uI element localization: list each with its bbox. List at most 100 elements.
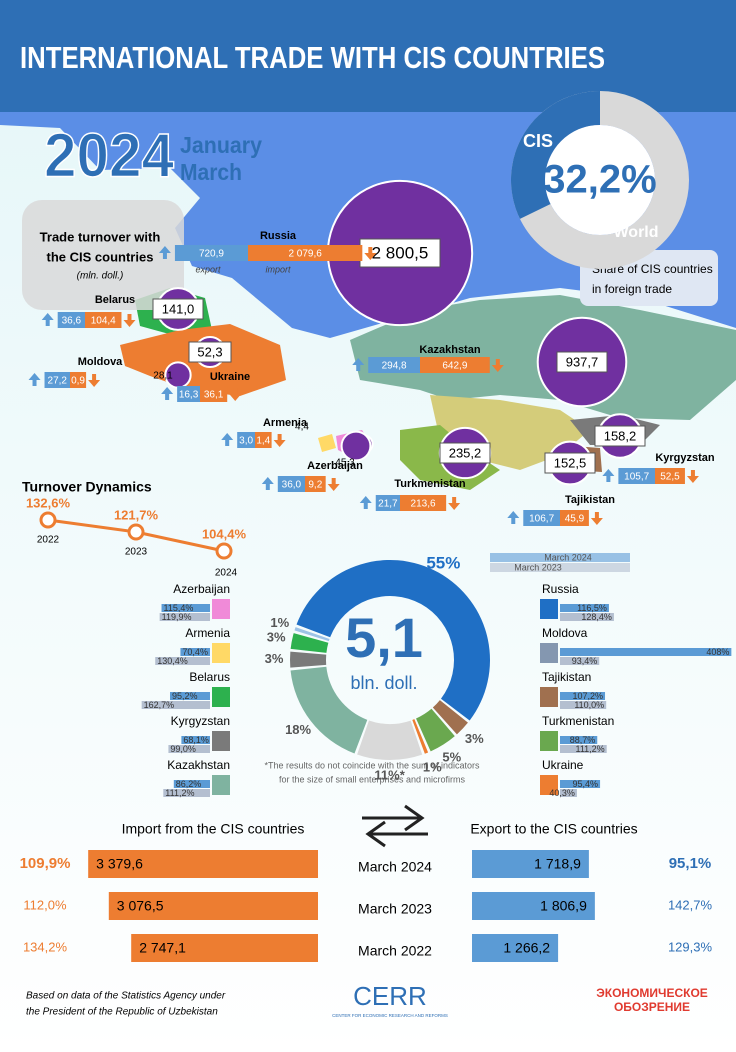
turnover-label-box (188, 341, 232, 363)
up-arrow (221, 433, 234, 446)
dynamics-label: 104,4% (202, 526, 247, 541)
turnover-label: 152,5 (554, 455, 587, 470)
import-bar (560, 510, 589, 526)
structure-label: 55% (426, 553, 460, 572)
export-total-label: 1 266,2 (503, 940, 550, 956)
up-arrow (28, 373, 41, 386)
export-bar (57, 312, 85, 328)
share-cis-label: CIS (523, 131, 553, 151)
growth-label: 115,4% (164, 603, 194, 613)
growth-swatch (540, 775, 558, 795)
turnover-box (22, 200, 184, 310)
growth-country: Ukraine (542, 758, 584, 772)
legend-label: March 2024 (544, 552, 592, 562)
structure-label: 1% (423, 759, 442, 774)
export-total-bar (472, 892, 595, 920)
export-bar (523, 510, 560, 526)
growth-bar (170, 692, 210, 700)
growth-swatch (212, 775, 230, 795)
up-arrow (41, 313, 54, 326)
structure-segment (432, 700, 468, 735)
growth-label: 162,7% (144, 700, 175, 710)
period: March 2022 (358, 943, 432, 959)
structure-note: for the size of small enterprises and mi… (279, 774, 466, 784)
growth-label: 116,5% (577, 603, 607, 613)
month-to: March (180, 159, 242, 185)
growth-country: Kazakhstan (167, 758, 230, 772)
growth-swatch (540, 643, 558, 663)
legend-label: March 2023 (514, 562, 562, 572)
country-name: Turkmenistan (394, 478, 466, 490)
up-arrow (261, 477, 274, 490)
growth-label: 107,2% (572, 691, 603, 701)
import-total-bar (108, 892, 318, 920)
export-label: 16,3 (179, 390, 199, 401)
structure-label: 3% (265, 651, 284, 666)
export-caption: export (195, 264, 221, 274)
growth-bar (560, 736, 598, 744)
growth-bar (560, 648, 732, 656)
import-bar (255, 432, 272, 448)
growth-bar (560, 613, 614, 621)
page-title: INTERNATIONAL TRADE WITH CIS COUNTRIES (20, 40, 605, 75)
export-total-label: 1 806,9 (540, 898, 587, 914)
turnover-label-box (594, 425, 646, 447)
down-arrow (327, 478, 340, 491)
growth-swatch (212, 687, 230, 707)
import-bar (70, 372, 87, 388)
export-title: Export to the CIS countries (470, 821, 637, 837)
up-arrow (158, 246, 171, 259)
turnover-title: Trade turnover with (40, 229, 161, 244)
growth-label: 70,4% (182, 647, 208, 657)
export-bar (368, 357, 420, 373)
down-arrow (88, 374, 101, 387)
legend-swatch (490, 553, 630, 562)
brand: ЭКОНОМИЧЕСКОЕ (596, 986, 708, 1000)
structure-segment (290, 651, 327, 668)
growth-country: Belarus (189, 670, 230, 684)
import-bar (248, 245, 363, 261)
structure-segment (412, 719, 429, 754)
year: 2024 (44, 121, 174, 190)
export-label: 294,8 (382, 361, 407, 372)
dynamics-year: 2024 (215, 568, 238, 579)
turnover-label-box (544, 452, 596, 474)
growth-swatch (540, 731, 558, 751)
turnover-label: 235,2 (449, 445, 482, 460)
down-arrow (448, 497, 461, 510)
map-armenia (318, 434, 336, 452)
growth-bar (560, 692, 606, 700)
turnover-label: 28,1 (153, 371, 173, 382)
dynamics-label: 121,7% (114, 507, 159, 522)
structure-note: *The results do not coincide with the su… (264, 760, 480, 770)
turnover-label: 4,4 (295, 422, 309, 433)
turnover-label: 158,2 (604, 428, 637, 443)
import-bar (85, 312, 122, 328)
growth-label: 95,4% (573, 779, 599, 789)
growth-label: 111,2% (165, 788, 194, 798)
share-cis (510, 91, 600, 219)
growth-bar (155, 657, 210, 665)
dynamics-point (127, 523, 145, 541)
turnover-label: 141,0 (162, 301, 195, 316)
growth-bar (560, 745, 607, 753)
legend-swatch (490, 563, 630, 572)
down-arrow (686, 470, 699, 483)
export-total-label: 1 718,9 (534, 856, 581, 872)
up-arrow (359, 496, 372, 509)
export-bar (277, 476, 305, 492)
export-bar (174, 245, 248, 261)
export-growth: 95,1% (669, 855, 712, 872)
growth-label: 93,4% (572, 656, 598, 666)
exchange-icon (362, 804, 428, 848)
growth-country: Armenia (185, 626, 230, 640)
share-center (545, 125, 655, 235)
import-label: 52,5 (660, 472, 680, 483)
brand: ОБОЗРЕНИЕ (614, 1000, 690, 1014)
country-name: Tajikistan (565, 494, 615, 506)
export-total-bar (472, 934, 559, 962)
turnover-circle (340, 430, 372, 462)
growth-label: 86,2% (176, 779, 202, 789)
structure-segment (290, 633, 329, 653)
